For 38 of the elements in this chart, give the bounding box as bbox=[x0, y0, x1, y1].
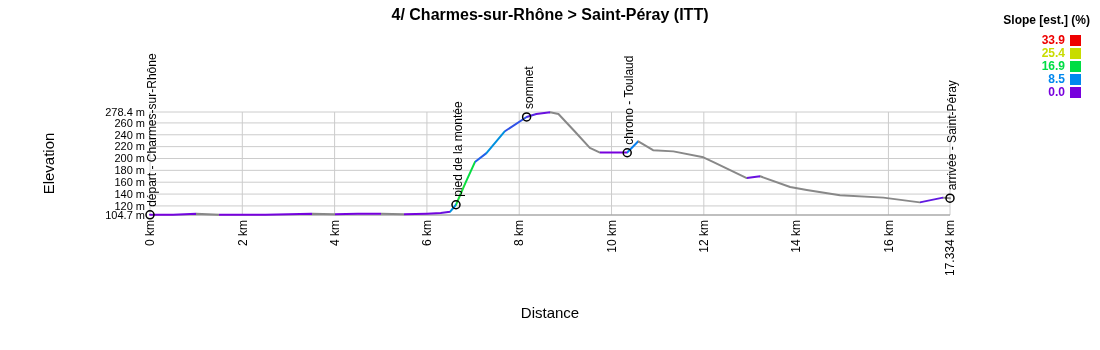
y-tick-label: 278.4 m bbox=[105, 105, 145, 118]
point bbox=[521, 112, 532, 122]
annotation: arrivée - Saint-Péray bbox=[945, 80, 959, 191]
color-bar-label: 8.5 bbox=[1048, 72, 1066, 87]
color-bar-title: Slope [est.] (%) bbox=[1003, 13, 1090, 27]
y-tick-label: 160 m bbox=[114, 176, 145, 189]
color-bar-label: 0.0 bbox=[1048, 85, 1066, 100]
x-tick-label: 8 km bbox=[512, 220, 527, 247]
x-tick-label: 14 km bbox=[789, 220, 804, 253]
x-tick-label: 0 km bbox=[143, 220, 158, 247]
y-axis-title: Elevation bbox=[40, 132, 57, 195]
x-tick-label: 16 km bbox=[881, 220, 896, 253]
x-tick-label: 17.334 km bbox=[943, 220, 958, 277]
y-tick-label: 120 m bbox=[114, 199, 145, 212]
y-tick-label: 140 m bbox=[114, 187, 145, 200]
y-tick-label: 260 m bbox=[114, 116, 145, 129]
point bbox=[945, 193, 955, 203]
x-tick-label: 6 km bbox=[420, 220, 435, 247]
y-tick-label: 180 m bbox=[114, 164, 145, 177]
y-tick-label: 220 m bbox=[114, 140, 145, 153]
color-bar-label: 25.4 bbox=[1041, 46, 1066, 61]
annotation: départ - Charmes-sur-Rhône bbox=[145, 53, 159, 207]
annotation: chrono - Toulaud bbox=[622, 55, 637, 145]
y-tick-label: 240 m bbox=[114, 128, 145, 141]
x-tick-label: 12 km bbox=[697, 220, 712, 253]
color-bar-label: 33.9 bbox=[1041, 33, 1066, 48]
x-axis-title: Distance bbox=[520, 304, 580, 321]
annotation: sommet bbox=[521, 65, 536, 109]
point bbox=[622, 147, 632, 158]
x-tick-label: 4 km bbox=[327, 220, 342, 247]
x-tick-label: 10 km bbox=[604, 220, 619, 253]
color-bar-label: 16.9 bbox=[1041, 59, 1066, 74]
chart-title: 4/ Charmes-sur-Rhône > Saint-Péray (ITT) bbox=[391, 6, 709, 23]
y-tick-label: 200 m bbox=[114, 152, 145, 165]
point bbox=[451, 199, 461, 210]
x-tick-label: 2 km bbox=[235, 220, 250, 247]
annotation: pied de la montée bbox=[450, 101, 465, 197]
point bbox=[145, 210, 155, 220]
